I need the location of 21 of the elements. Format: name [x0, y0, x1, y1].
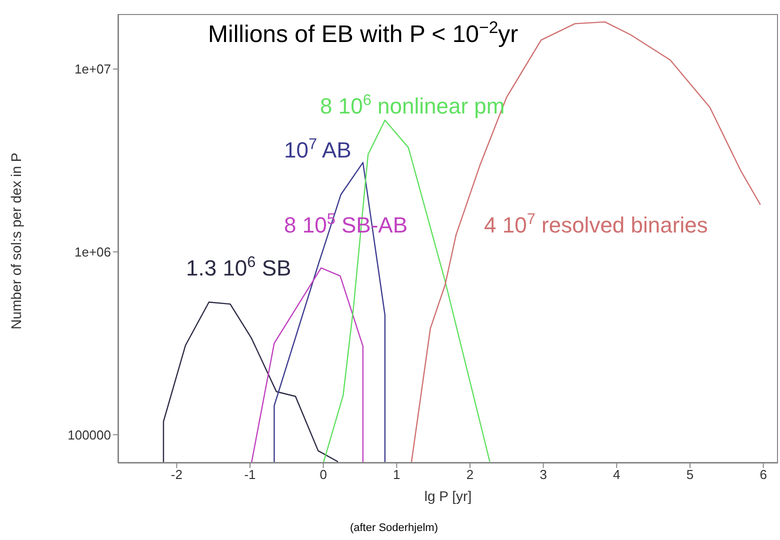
x-tick-label: -2 — [170, 467, 182, 482]
x-tick-label: 3 — [540, 467, 547, 482]
y-tick-label: 100000 — [68, 427, 111, 442]
x-tick-label: 5 — [686, 467, 694, 482]
y-tick-label: 1e+06 — [74, 244, 111, 260]
x-tick-label: -1 — [244, 467, 256, 482]
x-tick-label: 0 — [320, 467, 327, 482]
x-tick-label: 2 — [466, 467, 474, 482]
x-tick-label: 1 — [393, 467, 400, 482]
series-label: 4 10$^{7}$ resolved binaries — [484, 211, 708, 238]
x-tick-label: 4 — [613, 467, 620, 482]
series-label: 10$^{7}$ AB — [284, 136, 352, 162]
chart-title: Millions of EB with P < 10$^{−2}$yr — [208, 18, 518, 48]
series-label: 1.3 10$^{6}$ SB — [186, 254, 292, 280]
y-axis-title: Number of sol:s per dex in P — [8, 152, 24, 330]
y-tick-label: 1e+07 — [74, 62, 111, 77]
series-label: 8 10$^{6}$ nonlinear pm — [320, 92, 505, 118]
x-tick-label: 6 — [760, 467, 767, 482]
line-series — [162, 302, 339, 463]
x-axis-title: lg P [yr] — [424, 488, 472, 504]
text: (after Soderhjelm) — [348, 522, 440, 534]
